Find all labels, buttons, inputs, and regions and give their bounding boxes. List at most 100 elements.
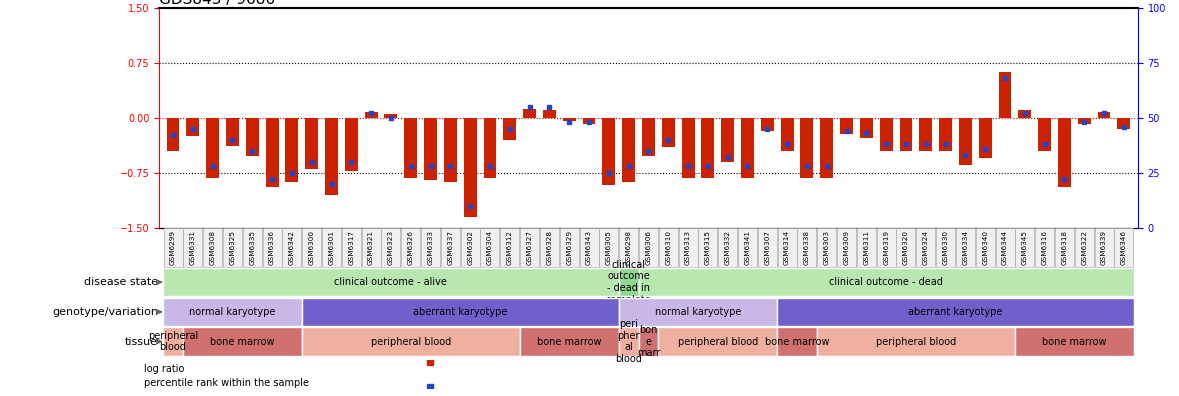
Text: bone marrow: bone marrow bbox=[210, 337, 275, 346]
FancyBboxPatch shape bbox=[263, 228, 282, 267]
Text: GSM6319: GSM6319 bbox=[883, 230, 889, 265]
Bar bbox=[582, 118, 595, 124]
Text: GSM6317: GSM6317 bbox=[348, 230, 355, 265]
Text: clinical
outcome
- dead in
complete: clinical outcome - dead in complete bbox=[606, 260, 652, 305]
FancyBboxPatch shape bbox=[481, 228, 500, 267]
FancyBboxPatch shape bbox=[817, 228, 836, 267]
FancyBboxPatch shape bbox=[183, 327, 302, 356]
Text: GSM6333: GSM6333 bbox=[428, 230, 434, 265]
Text: GSM6330: GSM6330 bbox=[942, 230, 949, 265]
FancyBboxPatch shape bbox=[817, 327, 1015, 356]
Text: aberrant karyotype: aberrant karyotype bbox=[908, 307, 1002, 317]
Text: clinical outcome - alive: clinical outcome - alive bbox=[335, 277, 447, 287]
FancyBboxPatch shape bbox=[758, 228, 777, 267]
Text: peripheral blood: peripheral blood bbox=[678, 337, 758, 346]
FancyBboxPatch shape bbox=[1015, 228, 1034, 267]
Bar bbox=[463, 118, 476, 217]
Text: GSM6345: GSM6345 bbox=[1022, 230, 1028, 265]
Text: GSM6335: GSM6335 bbox=[249, 230, 256, 265]
Bar bbox=[404, 118, 417, 178]
Text: GSM6327: GSM6327 bbox=[527, 230, 533, 265]
Text: GSM6324: GSM6324 bbox=[923, 230, 929, 265]
Text: GSM6310: GSM6310 bbox=[665, 230, 671, 265]
FancyBboxPatch shape bbox=[936, 228, 955, 267]
FancyBboxPatch shape bbox=[540, 228, 559, 267]
FancyBboxPatch shape bbox=[619, 298, 777, 326]
Text: GSM6340: GSM6340 bbox=[982, 230, 988, 265]
Text: GSM6314: GSM6314 bbox=[784, 230, 790, 265]
Text: GSM6298: GSM6298 bbox=[626, 230, 632, 265]
FancyBboxPatch shape bbox=[1035, 228, 1054, 267]
Bar bbox=[841, 118, 852, 134]
Bar bbox=[246, 118, 258, 156]
Bar bbox=[1078, 118, 1091, 124]
Bar bbox=[742, 118, 753, 178]
Text: genotype/variation: genotype/variation bbox=[52, 307, 158, 317]
Text: GDS843 / 9686: GDS843 / 9686 bbox=[159, 0, 275, 7]
Bar bbox=[859, 118, 872, 138]
FancyBboxPatch shape bbox=[837, 228, 856, 267]
Text: GSM6305: GSM6305 bbox=[606, 230, 612, 265]
Bar bbox=[186, 118, 199, 136]
FancyBboxPatch shape bbox=[520, 327, 619, 356]
FancyBboxPatch shape bbox=[243, 228, 262, 267]
FancyBboxPatch shape bbox=[658, 327, 777, 356]
FancyBboxPatch shape bbox=[283, 228, 302, 267]
Text: GSM6301: GSM6301 bbox=[329, 230, 335, 265]
Bar bbox=[999, 72, 1012, 118]
Text: GSM6322: GSM6322 bbox=[1081, 230, 1087, 265]
Bar bbox=[1058, 118, 1071, 187]
FancyBboxPatch shape bbox=[777, 298, 1134, 326]
FancyBboxPatch shape bbox=[778, 228, 797, 267]
Bar bbox=[900, 118, 913, 151]
Text: GSM6316: GSM6316 bbox=[1041, 230, 1048, 265]
FancyBboxPatch shape bbox=[995, 228, 1014, 267]
Text: peripheral blood: peripheral blood bbox=[876, 337, 956, 346]
Text: GSM6343: GSM6343 bbox=[586, 230, 592, 265]
Bar bbox=[780, 118, 793, 151]
FancyBboxPatch shape bbox=[421, 228, 440, 267]
Bar bbox=[722, 118, 735, 162]
FancyBboxPatch shape bbox=[916, 228, 935, 267]
FancyBboxPatch shape bbox=[896, 228, 915, 267]
Text: GSM6336: GSM6336 bbox=[269, 230, 275, 265]
Bar bbox=[880, 118, 893, 151]
Bar bbox=[643, 118, 654, 156]
Text: GSM6339: GSM6339 bbox=[1101, 230, 1107, 265]
FancyBboxPatch shape bbox=[164, 228, 183, 267]
Bar bbox=[661, 118, 674, 147]
Text: GSM6334: GSM6334 bbox=[962, 230, 968, 265]
Text: GSM6304: GSM6304 bbox=[487, 230, 493, 265]
Text: GSM6308: GSM6308 bbox=[210, 230, 216, 265]
Text: GSM6299: GSM6299 bbox=[170, 230, 176, 265]
FancyBboxPatch shape bbox=[560, 228, 579, 267]
Bar bbox=[503, 118, 516, 140]
FancyBboxPatch shape bbox=[362, 228, 381, 267]
Bar bbox=[681, 118, 694, 178]
Text: GSM6320: GSM6320 bbox=[903, 230, 909, 265]
Bar bbox=[364, 112, 377, 118]
Text: bone marrow: bone marrow bbox=[1042, 337, 1107, 346]
Text: bone marrow: bone marrow bbox=[765, 337, 829, 346]
Bar bbox=[959, 118, 971, 166]
Text: GSM6323: GSM6323 bbox=[388, 230, 394, 265]
Bar bbox=[206, 118, 219, 178]
FancyBboxPatch shape bbox=[163, 298, 302, 326]
Bar bbox=[226, 118, 239, 146]
Text: GSM6313: GSM6313 bbox=[685, 230, 691, 265]
Bar bbox=[562, 118, 575, 122]
FancyBboxPatch shape bbox=[1114, 228, 1133, 267]
FancyBboxPatch shape bbox=[163, 268, 619, 296]
FancyBboxPatch shape bbox=[738, 228, 757, 267]
FancyBboxPatch shape bbox=[1015, 327, 1134, 356]
FancyBboxPatch shape bbox=[203, 228, 222, 267]
Bar bbox=[285, 118, 298, 182]
Text: normal karyotype: normal karyotype bbox=[654, 307, 742, 317]
FancyBboxPatch shape bbox=[382, 228, 401, 267]
FancyBboxPatch shape bbox=[679, 228, 698, 267]
Bar bbox=[623, 118, 635, 182]
Bar bbox=[1118, 118, 1131, 129]
Bar bbox=[1039, 118, 1050, 151]
Bar bbox=[940, 118, 951, 151]
Text: GSM6328: GSM6328 bbox=[546, 230, 553, 265]
